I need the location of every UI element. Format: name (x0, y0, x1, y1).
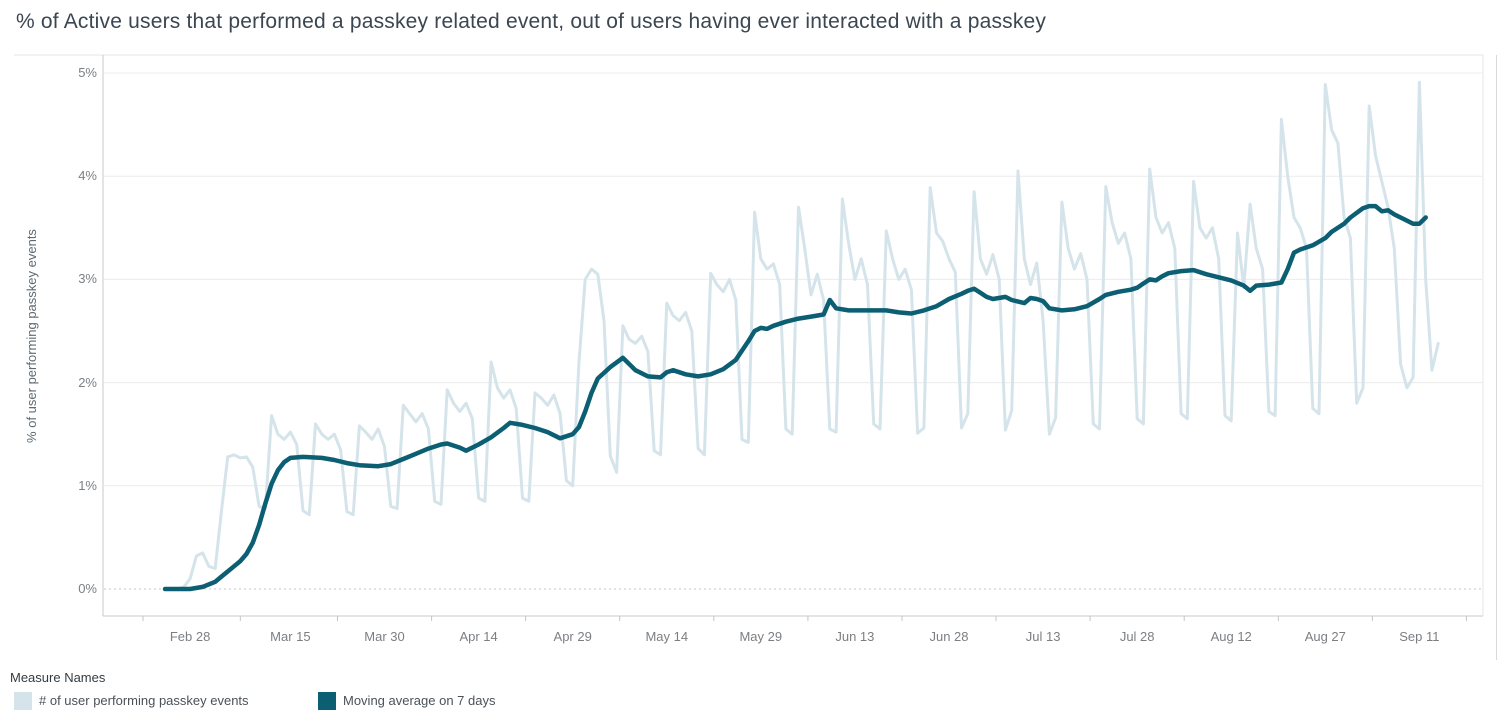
x-tick-label: Mar 15 (270, 629, 311, 644)
y-tick-label: 5% (78, 65, 97, 80)
x-tick-label: Apr 14 (459, 629, 498, 644)
legend-item-label: # of user performing passkey events (39, 693, 249, 708)
x-tick-label: Jun 28 (929, 629, 969, 644)
x-tick-label: Mar 30 (364, 629, 405, 644)
y-tick-label: 0% (78, 581, 97, 596)
y-axis-title: % of user performing passkey events (24, 229, 39, 443)
legend: Measure Names # of user performing passk… (0, 668, 1500, 721)
x-tick-label: Jul 13 (1025, 629, 1061, 644)
legend-item[interactable]: Moving average on 7 days (318, 692, 495, 710)
legend-swatch (14, 692, 32, 710)
x-tick-label: May 29 (739, 629, 783, 644)
legend-title: Measure Names (10, 670, 106, 685)
x-tick-label: Feb 28 (169, 629, 211, 644)
daily-series-line (163, 80, 1440, 591)
legend-swatch (318, 692, 336, 710)
x-tick-label: Aug 27 (1304, 629, 1346, 644)
x-tick-label: Jun 13 (835, 629, 875, 644)
legend-item-label: Moving average on 7 days (343, 693, 496, 708)
x-tick-label: May 14 (645, 629, 689, 644)
x-tick-label: Sep 11 (1399, 629, 1440, 644)
moving-average-line (162, 203, 1428, 592)
x-tick-label: Aug 12 (1210, 629, 1252, 644)
y-tick-label: 4% (78, 168, 97, 184)
y-tick-label: 3% (78, 271, 97, 287)
x-tick-label: Apr 29 (553, 629, 592, 644)
y-tick-label: 1% (78, 477, 97, 493)
y-tick-label: 2% (78, 374, 97, 390)
chart-title: % of Active users that performed a passk… (16, 10, 1047, 33)
x-tick-label: Jul 28 (1119, 629, 1155, 644)
legend-item[interactable]: # of user performing passkey events (14, 692, 249, 710)
